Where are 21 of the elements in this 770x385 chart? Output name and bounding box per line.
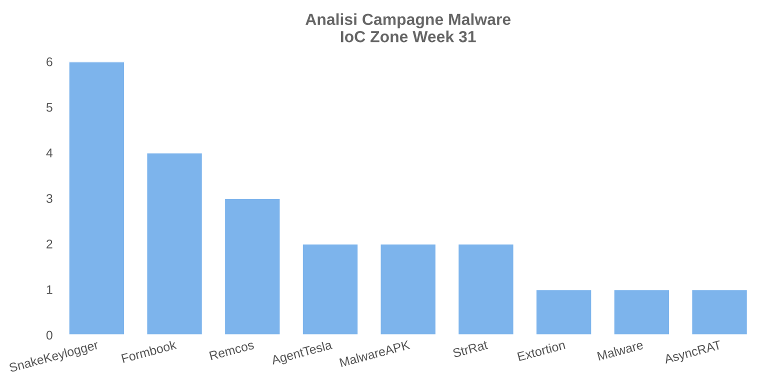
x-tick-label: Extortion [517,340,566,362]
bar [457,243,515,335]
bar [68,62,126,335]
y-tick-label: 6 [46,57,52,66]
y-tick-label: 2 [46,240,52,248]
bar [146,152,204,335]
x-tick-label: Remcos [209,340,254,360]
chart-title: Analisi Campagne Malware IoC Zone Week 31 [306,13,511,42]
y-tick-label: 0 [46,330,52,340]
bar [224,198,282,335]
x-tick-label: Malware [597,340,644,361]
bar [302,243,359,335]
y-tick-label: 3 [46,194,52,203]
bar [690,288,748,335]
y-tick-label: 4 [46,148,53,158]
bar [612,288,670,335]
bar [379,243,437,335]
bar [535,288,593,335]
x-tick-label: StrRat [452,340,488,358]
y-tick-label: 5 [46,103,52,112]
y-tick-label: 1 [46,285,52,294]
